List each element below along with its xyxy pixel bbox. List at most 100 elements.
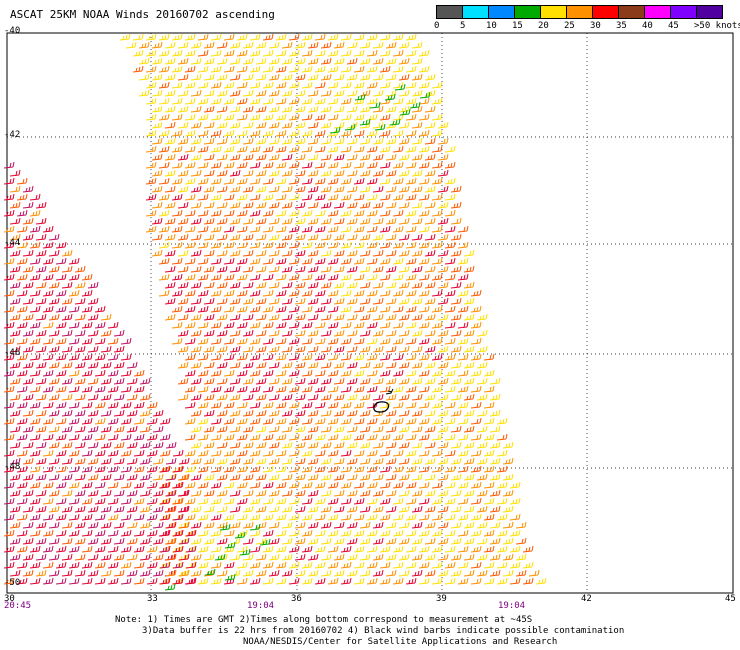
wind-barb	[262, 241, 274, 249]
wind-barb	[184, 209, 196, 217]
wind-barb	[29, 321, 41, 329]
wind-barb	[113, 425, 125, 433]
wind-barb	[340, 465, 352, 473]
wind-barb	[314, 385, 326, 393]
wind-barb	[398, 569, 410, 577]
wind-barb	[340, 161, 352, 169]
wind-barb	[294, 217, 306, 225]
wind-barb	[340, 321, 352, 329]
wind-barb	[185, 561, 197, 569]
wind-barb	[515, 537, 527, 545]
wind-barb	[483, 529, 495, 537]
wind-barb	[29, 273, 41, 281]
wind-barb	[457, 385, 469, 393]
wind-barb	[74, 265, 86, 273]
wind-barb	[509, 545, 521, 553]
wind-barb	[3, 577, 15, 585]
wind-barb	[424, 489, 436, 497]
wind-barb	[369, 101, 381, 109]
wind-barb	[29, 561, 41, 569]
wind-barb	[418, 449, 430, 457]
wind-barb	[268, 473, 280, 481]
wind-barb	[249, 465, 261, 473]
wind-barb	[307, 425, 319, 433]
wind-barb	[87, 409, 99, 417]
wind-barb	[411, 473, 423, 481]
wind-barb	[171, 49, 183, 57]
wind-barb	[216, 73, 228, 81]
wind-barb	[379, 257, 391, 265]
wind-barb	[409, 101, 421, 109]
wind-barb	[314, 449, 326, 457]
wind-barb	[184, 177, 196, 185]
wind-barb	[431, 353, 443, 361]
wind-barb	[444, 273, 456, 281]
wind-barb	[236, 305, 248, 313]
wind-barb	[249, 337, 261, 345]
wind-barb	[333, 361, 345, 369]
wind-barb	[184, 497, 196, 505]
wind-barb	[307, 169, 319, 177]
wind-barb	[327, 33, 339, 41]
wind-barb	[249, 113, 261, 121]
wind-barb	[333, 105, 345, 113]
wind-barb	[294, 569, 306, 577]
wind-barb	[184, 465, 196, 473]
wind-barb	[340, 65, 352, 73]
wind-barb	[333, 393, 345, 401]
wind-barb	[307, 265, 319, 273]
wind-barb	[9, 537, 21, 545]
wind-barb	[333, 249, 345, 257]
wind-barb	[223, 369, 235, 377]
wind-barb	[372, 425, 384, 433]
wind-barb	[359, 473, 371, 481]
wind-barb	[262, 113, 274, 121]
wind-barb	[203, 441, 215, 449]
wind-barb	[61, 457, 73, 465]
wind-barb	[476, 537, 488, 545]
wind-barb	[372, 217, 384, 225]
wind-barb	[216, 505, 228, 513]
wind-barb	[94, 321, 106, 329]
wind-barb	[210, 321, 222, 329]
wind-barb	[16, 545, 28, 553]
wind-barb	[450, 553, 462, 561]
wind-barb	[255, 537, 267, 545]
wind-barb	[171, 257, 183, 265]
wind-barb	[411, 281, 423, 289]
wind-barb	[184, 417, 196, 425]
wind-barb	[61, 361, 73, 369]
wind-barb	[158, 81, 170, 89]
wind-barb	[398, 473, 410, 481]
wind-barb	[275, 305, 287, 313]
wind-barb	[126, 537, 138, 545]
wind-barb	[418, 481, 430, 489]
wind-barb	[74, 473, 86, 481]
wind-barb	[411, 249, 423, 257]
wind-barb	[171, 81, 183, 89]
wind-barb	[275, 369, 287, 377]
wind-barb	[431, 401, 443, 409]
wind-barb	[372, 169, 384, 177]
wind-barb	[158, 145, 170, 153]
wind-barb	[398, 505, 410, 513]
wind-barb	[437, 201, 449, 209]
wind-barb	[398, 281, 410, 289]
wind-barb	[457, 305, 469, 313]
wind-barb	[94, 465, 106, 473]
wind-barb	[418, 353, 430, 361]
wind-barb	[359, 297, 371, 305]
wind-barb	[470, 417, 482, 425]
wind-barb	[210, 257, 222, 265]
wind-barb	[165, 537, 177, 545]
wind-barb	[346, 185, 358, 193]
wind-barb	[159, 465, 171, 473]
wind-barb	[379, 321, 391, 329]
wind-barb	[463, 377, 475, 385]
wind-barb	[242, 537, 254, 545]
wind-barb	[164, 217, 176, 225]
wind-barb	[418, 65, 430, 73]
wind-barb	[281, 393, 293, 401]
wind-barb	[385, 281, 397, 289]
wind-barb	[281, 249, 293, 257]
